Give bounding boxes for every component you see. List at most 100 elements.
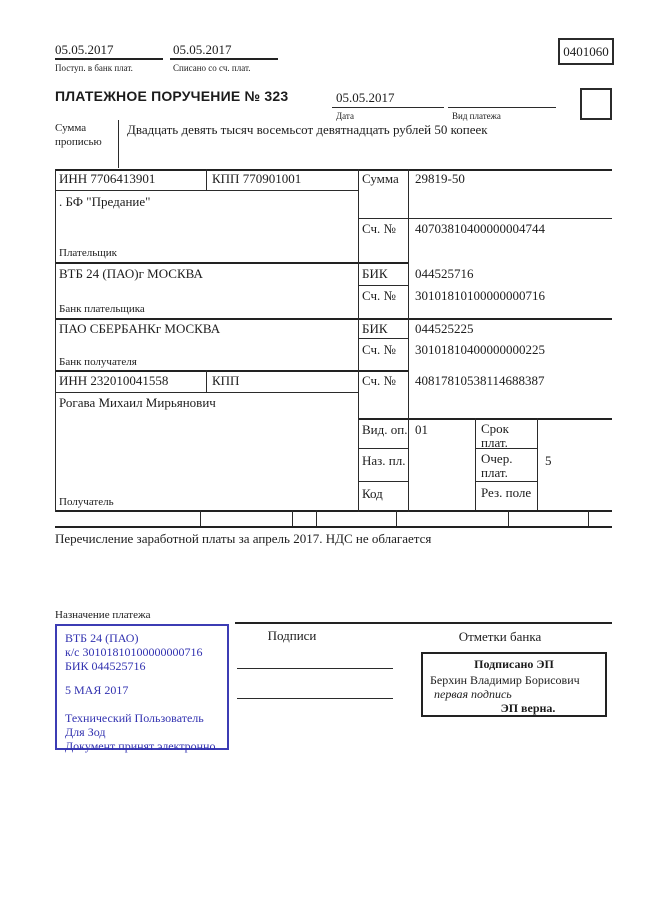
payer-bank-account-label: Сч. № <box>362 288 396 303</box>
priority-value: 5 <box>545 453 552 468</box>
payee-account-value: 40817810538114688387 <box>415 373 545 388</box>
form-code-box: 0401060 <box>558 38 614 65</box>
payee-name: Рогава Михаил Мирьянович <box>59 395 216 410</box>
table-line <box>55 370 408 372</box>
payer-account-label: Сч. № <box>362 221 396 236</box>
table-line <box>206 370 207 392</box>
payment-purpose-label: Назначение платежа <box>55 609 151 621</box>
payee-section-label: Получатель <box>59 496 114 508</box>
table-left-border <box>55 169 56 512</box>
payee-bank-account-value: 30101810400000000225 <box>415 342 545 357</box>
received-in-bank-label: Поступ. в банк плат. <box>55 63 133 73</box>
purpose-code-label: Наз. пл. <box>362 453 406 468</box>
stamp-user: Технический Пользователь Для Зод <box>65 711 204 739</box>
table-line <box>358 448 408 449</box>
payer-inn: ИНН 7706413901 <box>59 171 156 186</box>
payee-bank-name: ПАО СБЕРБАНКг МОСКВА <box>59 321 221 336</box>
payer-bank-section-label: Банк плательщика <box>59 303 145 315</box>
payer-bank-name: ВТБ 24 (ПАО)г МОСКВА <box>59 266 203 281</box>
op-type-value: 01 <box>415 422 428 437</box>
payer-name: . БФ "Предание" <box>59 194 151 209</box>
op-type-label: Вид. оп. <box>362 422 408 437</box>
table-line <box>55 169 612 171</box>
bank-marks-label: Отметки банка <box>458 629 542 644</box>
table-line <box>358 218 612 219</box>
table-line <box>55 318 612 320</box>
esign-kind: первая подпись <box>434 687 512 701</box>
payee-inn: ИНН 232010041558 <box>59 373 169 388</box>
signature-line <box>237 698 393 699</box>
esign-name: Берхин Владимир Борисович <box>430 673 580 687</box>
payment-type-label: Вид платежа <box>452 111 501 121</box>
amount-in-words-value: Двадцать девять тысяч восемьсот девятнад… <box>127 122 488 137</box>
table-line <box>358 285 408 286</box>
signatures-top-rule <box>235 622 612 624</box>
table-line <box>206 169 207 190</box>
payer-bank-bik-value: 044525716 <box>415 266 474 281</box>
payment-type-checkbox <box>580 88 612 120</box>
stamp-date: 5 МАЯ 2017 <box>65 683 129 697</box>
table-line <box>55 526 612 528</box>
table-line <box>537 418 538 510</box>
table-line <box>408 169 409 512</box>
table-line <box>358 338 408 339</box>
payee-account-label: Сч. № <box>362 373 396 388</box>
table-line <box>358 418 612 420</box>
sum-value: 29819-50 <box>415 171 465 186</box>
reserve-field-label: Рез. поле <box>481 485 532 500</box>
signatures-label: Подписи <box>267 628 317 643</box>
table-line <box>475 418 476 510</box>
priority-label: Очер. плат. <box>481 451 513 480</box>
debited-from-account-date: 05.05.2017 <box>173 42 232 57</box>
received-in-bank-date: 05.05.2017 <box>55 42 114 57</box>
stamp-accepted: Документ принят электронно <box>65 739 216 753</box>
stamp-gap <box>65 697 227 711</box>
amount-words-divider <box>118 120 119 168</box>
table-line <box>200 510 201 526</box>
payer-bank-account-value: 30101810100000000716 <box>415 288 545 303</box>
date-label: Дата <box>336 111 354 121</box>
payer-kpp: КПП 770901001 <box>212 171 302 186</box>
document-date: 05.05.2017 <box>336 90 395 105</box>
esignature-box: Подписано ЭП Берхин Владимир Борисович п… <box>421 652 607 717</box>
payment-type-underline <box>448 107 556 108</box>
table-line <box>396 510 397 526</box>
table-line <box>292 510 293 526</box>
table-line <box>316 510 317 526</box>
signature-line <box>237 668 393 669</box>
table-line <box>55 190 358 191</box>
table-line <box>55 510 612 512</box>
table-line <box>475 448 537 449</box>
table-line <box>508 510 509 526</box>
table-line <box>475 481 537 482</box>
payer-section-label: Плательщик <box>59 247 117 259</box>
payer-bank-bik-label: БИК <box>362 266 388 281</box>
payer-account-value: 40703810400000004744 <box>415 221 545 236</box>
stamp-bik: БИК 044525716 <box>65 659 146 673</box>
payee-bank-section-label: Банк получателя <box>59 356 137 368</box>
pay-term-label: Срок плат. <box>481 421 509 450</box>
stamp-bank-name: ВТБ 24 (ПАО) <box>65 631 139 645</box>
stamp-gap <box>65 673 227 683</box>
payee-bank-bik-value: 044525225 <box>415 321 474 336</box>
received-date-underline <box>55 58 163 60</box>
table-line <box>358 169 359 512</box>
table-line <box>358 481 408 482</box>
code-label: Код <box>362 486 383 501</box>
sum-label: Сумма <box>362 171 399 186</box>
payee-bank-account-label: Сч. № <box>362 342 396 357</box>
table-line <box>55 392 358 393</box>
debited-date-underline <box>170 58 278 60</box>
document-title: ПЛАТЕЖНОЕ ПОРУЧЕНИЕ № 323 <box>55 88 289 104</box>
esign-valid: ЭП верна. <box>500 701 556 715</box>
table-line <box>55 262 408 264</box>
bank-electronic-stamp: ВТБ 24 (ПАО) к/с 30101810100000000716 БИ… <box>55 624 229 753</box>
payee-bank-bik-label: БИК <box>362 321 388 336</box>
amount-words-label-2: прописью <box>55 136 102 148</box>
amount-words-label-1: Сумма <box>55 122 87 134</box>
payee-kpp-label: КПП <box>212 373 240 388</box>
debited-from-account-label: Списано со сч. плат. <box>173 63 251 73</box>
date-underline <box>332 107 444 108</box>
payment-purpose-text: Перечисление заработной платы за апрель … <box>55 531 432 546</box>
